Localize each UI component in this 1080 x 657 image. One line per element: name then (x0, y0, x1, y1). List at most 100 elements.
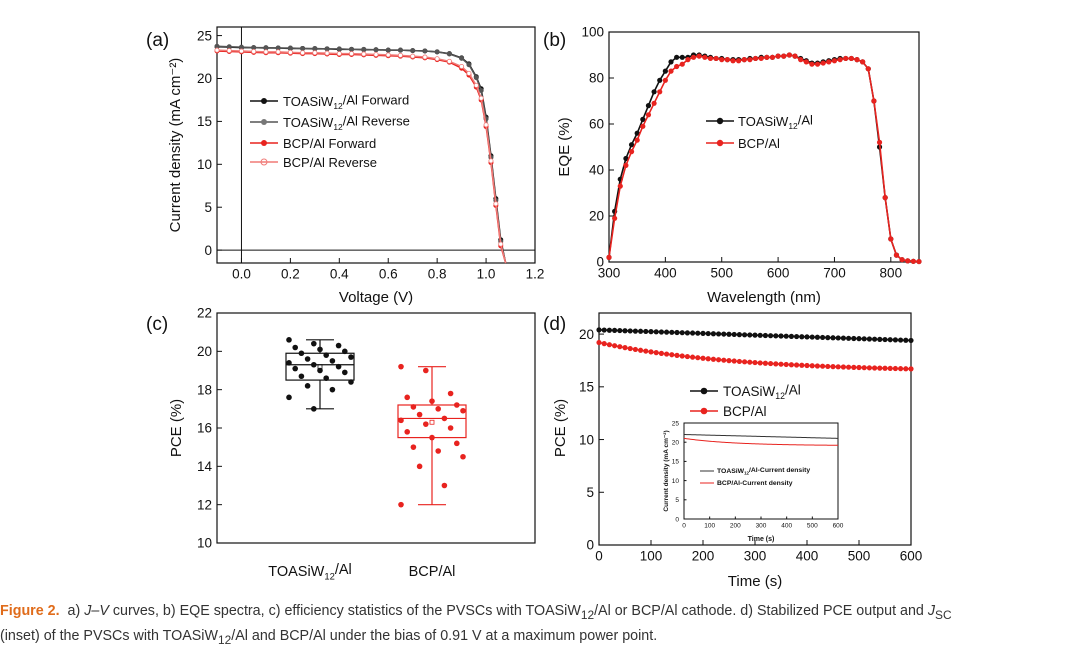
data-point (361, 51, 367, 57)
inset-legend-label: TOASiW12/Al-Current density (717, 467, 810, 475)
data-point (638, 328, 644, 334)
panel-a-frame (216, 26, 536, 264)
data-point (892, 337, 899, 343)
data-point (690, 54, 697, 60)
inset-series-line (683, 437, 839, 446)
data-point (434, 49, 440, 55)
data-point (423, 367, 429, 374)
data-point (700, 355, 706, 361)
data-point (741, 57, 747, 63)
data-point (493, 201, 499, 207)
x-tick-label: 200 (730, 523, 741, 530)
data-point (612, 215, 618, 221)
data-point (404, 394, 411, 401)
y-tick-label: 80 (589, 71, 604, 86)
data-point (804, 334, 810, 340)
y-tick-label: 40 (589, 163, 604, 178)
data-point (287, 49, 293, 55)
data-point (617, 183, 623, 189)
legend-label: BCP/Al (738, 136, 780, 151)
data-point (342, 369, 348, 376)
box (285, 352, 355, 381)
data-point (373, 47, 379, 53)
data-point (300, 50, 306, 56)
data-point (856, 364, 862, 371)
data-point (882, 365, 888, 371)
data-point (668, 59, 674, 65)
x-tick-label: 100 (640, 549, 663, 564)
x-tick-label: 500 (807, 523, 818, 530)
data-point (617, 344, 623, 350)
data-point (835, 364, 841, 370)
figure-2-panels: (a) 0.0 0.2 0.4 0.6 0.8 1.0 1.2 0 5 10 15 20 25 TOAS… (146, 25, 922, 590)
data-point (311, 361, 317, 368)
data-point (643, 328, 649, 335)
data-point (758, 55, 764, 62)
data-point (830, 364, 836, 370)
data-point (612, 343, 618, 349)
data-point (700, 330, 706, 336)
data-point (669, 352, 675, 358)
data-point (788, 333, 795, 339)
data-point (263, 49, 269, 55)
panel-c-label: (c) (146, 314, 168, 335)
data-point (721, 331, 727, 337)
data-point (349, 46, 355, 52)
data-point (724, 57, 730, 63)
data-point (719, 57, 725, 63)
data-point (848, 55, 854, 62)
data-point (783, 333, 789, 339)
data-point (764, 54, 770, 60)
data-point (466, 70, 472, 76)
data-point (447, 390, 454, 397)
data-point (674, 352, 680, 358)
data-point (887, 337, 893, 343)
x-tick-label: 200 (692, 549, 715, 564)
data-point (788, 362, 795, 368)
mean-marker (429, 419, 435, 425)
data-point (657, 89, 663, 95)
y-tick-label: 20 (589, 209, 604, 224)
data-point (429, 398, 435, 404)
data-point (908, 366, 914, 372)
data-point (757, 332, 763, 338)
legend-marker (260, 158, 268, 166)
data-point (898, 366, 904, 372)
data-point (454, 402, 460, 408)
data-point (596, 339, 602, 346)
data-point (731, 358, 737, 364)
data-point (398, 501, 404, 508)
data-point (638, 347, 644, 353)
data-point (752, 55, 759, 62)
x-tick-label: 500 (710, 266, 733, 281)
data-point (662, 68, 668, 74)
data-point (809, 334, 815, 340)
data-point (783, 361, 789, 368)
data-point (702, 54, 708, 60)
data-point (679, 61, 685, 67)
data-point (286, 394, 292, 401)
data-point (707, 55, 714, 62)
data-point (627, 328, 633, 334)
panel-c-category-label: BCP/Al (409, 564, 456, 580)
data-point (657, 77, 663, 83)
data-point (623, 155, 629, 162)
data-point (298, 350, 305, 357)
panel-b-frame (608, 31, 920, 263)
data-point (488, 158, 494, 164)
y-tick-label: 60 (589, 117, 604, 132)
data-point (397, 47, 403, 53)
y-tick-label: 16 (197, 421, 212, 436)
panel-d-legend: TOASiW12/Al BCP/Al (690, 382, 801, 419)
data-point (634, 137, 640, 143)
data-point (798, 57, 804, 63)
data-point (298, 373, 305, 380)
data-point (861, 336, 867, 342)
data-point (695, 355, 701, 361)
data-point (871, 98, 877, 104)
y-tick-label: 0 (204, 243, 212, 258)
series-line (608, 54, 920, 263)
data-point (410, 444, 417, 450)
data-point (466, 62, 472, 68)
data-point (892, 365, 899, 372)
